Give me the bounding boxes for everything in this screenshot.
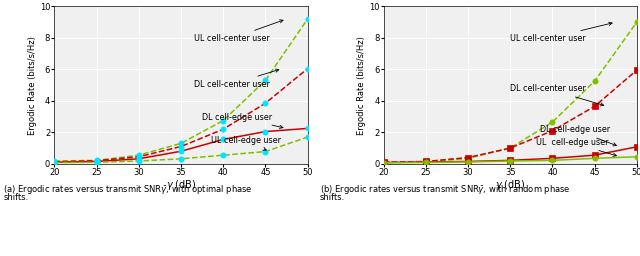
- Text: shifts.: shifts.: [320, 193, 345, 202]
- Text: UL cell-center user: UL cell-center user: [194, 20, 283, 43]
- Text: DL cell-center user: DL cell-center user: [510, 84, 604, 106]
- Text: UL  cell-edge user: UL cell-edge user: [536, 138, 616, 156]
- Text: DL cell-center user: DL cell-center user: [194, 69, 279, 89]
- Text: UL cell-edge user: UL cell-edge user: [211, 136, 280, 150]
- Text: DL cell-edge user: DL cell-edge user: [202, 113, 283, 129]
- Text: shifts.: shifts.: [3, 193, 28, 202]
- Text: UL cell-center user: UL cell-center user: [510, 22, 612, 43]
- Text: (b) Ergodic rates versus transmit SNR$\bar{\gamma}$, with random phase: (b) Ergodic rates versus transmit SNR$\b…: [320, 183, 571, 196]
- X-axis label: $\gamma$ (dB): $\gamma$ (dB): [495, 178, 525, 193]
- X-axis label: $\gamma$ (dB): $\gamma$ (dB): [166, 178, 196, 193]
- Y-axis label: Ergodic Rate (bits/s/Hz): Ergodic Rate (bits/s/Hz): [28, 36, 37, 135]
- Text: DL cell-edge user: DL cell-edge user: [540, 125, 616, 146]
- Y-axis label: Ergodic Rate (bits/s/Hz): Ergodic Rate (bits/s/Hz): [357, 36, 366, 135]
- Text: (a) Ergodic rates versus transmit SNR$\bar{\gamma}$, with optimal phase: (a) Ergodic rates versus transmit SNR$\b…: [3, 183, 253, 196]
